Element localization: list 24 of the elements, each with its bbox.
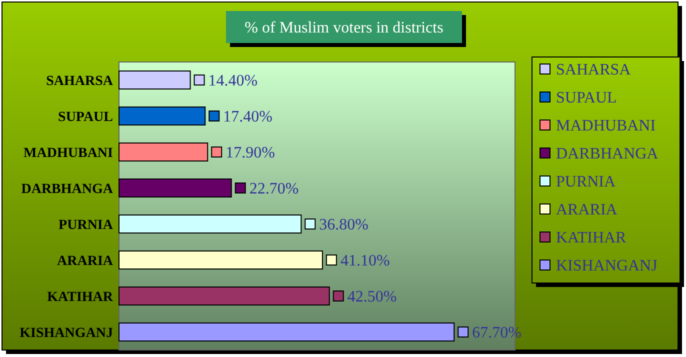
y-tick-label: DARBHANGA xyxy=(21,182,114,197)
data-label: 36.80% xyxy=(319,216,368,234)
legend-label: KISHANGANJ xyxy=(556,258,658,275)
y-tick-label: KISHANGANJ xyxy=(20,326,113,341)
y-tick-label: ARARIA xyxy=(57,254,114,269)
y-tick-label: SUPAUL xyxy=(58,110,113,125)
y-tick-label: PURNIA xyxy=(58,218,114,233)
y-tick-label: MADHUBANI xyxy=(24,146,113,161)
data-label: 41.10% xyxy=(340,252,390,270)
data-label: 17.90% xyxy=(226,144,275,162)
data-label: 22.70% xyxy=(249,180,299,198)
legend-label: ARARIA xyxy=(556,202,618,219)
legend-label: DARBHANGA xyxy=(556,146,659,163)
y-tick-label: SAHARSA xyxy=(46,74,114,89)
data-label: 42.50% xyxy=(347,288,397,306)
chart-title: % of Muslim voters in districts xyxy=(244,20,444,37)
data-label: 14.40% xyxy=(208,72,258,90)
legend-label: PURNIA xyxy=(556,174,616,191)
y-tick-label: KATIHAR xyxy=(47,290,114,305)
legend-label: SUPAUL xyxy=(556,90,617,107)
legend-label: MADHUBANI xyxy=(556,118,656,135)
legend-label: SAHARSA xyxy=(556,62,632,79)
data-label: 17.40% xyxy=(223,108,272,126)
legend-label: KATIHAR xyxy=(556,230,627,247)
